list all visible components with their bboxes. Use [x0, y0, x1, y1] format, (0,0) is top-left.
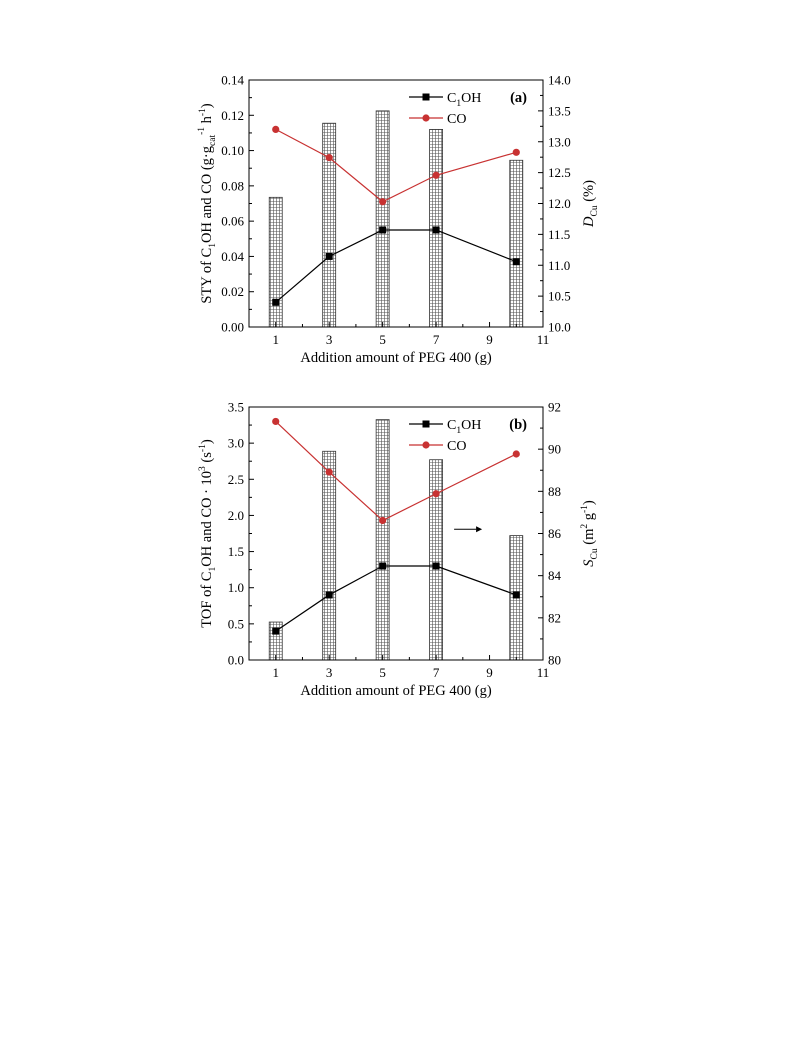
x-tick-label: 7 — [433, 332, 440, 347]
bar — [375, 110, 390, 328]
data-point — [379, 516, 387, 525]
x-tick-label: 1 — [272, 665, 279, 680]
x-tick-label: 3 — [326, 665, 333, 680]
data-point — [379, 198, 387, 206]
data-point — [432, 171, 440, 179]
x-tick-label: 11 — [537, 332, 550, 347]
y-tick-label: 1.0 — [228, 580, 244, 595]
series-line-co — [275, 128, 517, 203]
y-tick-label: 0.02 — [221, 284, 244, 299]
data-point — [272, 627, 280, 635]
data-point — [432, 562, 440, 570]
x-axis-label: Addition amount of PEG 400 (g) — [300, 683, 491, 699]
y2-tick-label: 11.0 — [548, 258, 570, 273]
y2-tick-label: 12.0 — [548, 196, 571, 211]
y-tick-label: 0.08 — [221, 178, 244, 193]
y2-tick-label: 92 — [548, 400, 561, 415]
data-point — [272, 417, 280, 426]
legend-marker — [422, 420, 430, 428]
panel-label: (a) — [510, 90, 527, 106]
legend-label: CO — [447, 439, 466, 454]
data-point — [272, 298, 280, 306]
y2-tick-label: 11.5 — [548, 227, 570, 242]
bar — [429, 459, 443, 661]
y-tick-label: 0.00 — [221, 320, 244, 335]
annotation-arrowhead — [476, 526, 483, 533]
y-tick-label: 0.12 — [221, 108, 244, 123]
x-axis-label: Addition amount of PEG 400 (g) — [300, 350, 491, 366]
chart-panel-b: 1 3 5 7 9 11 0.0 0.5 1.0 1.5 2.0 2.5 3.0 3.5 80 82 84 86 8… — [198, 400, 600, 700]
y2-axis-label: DCu (%) — [581, 180, 600, 228]
data-point — [325, 252, 333, 260]
y2-tick-label: 13.0 — [548, 134, 571, 149]
y2-axis-label: SCu (m2 g-1) — [580, 500, 600, 567]
series-line-co — [275, 421, 517, 522]
data-point — [512, 258, 520, 266]
series-line-c1oh — [275, 229, 517, 303]
x-tick-label: 7 — [433, 665, 440, 680]
y2-tick-label: 82 — [548, 610, 561, 625]
data-point — [325, 591, 333, 599]
y-tick-label: 0.04 — [221, 249, 244, 264]
y2-tick-label: 80 — [548, 653, 561, 668]
x-tick-label: 5 — [379, 665, 386, 680]
y-tick-label: 2.0 — [228, 508, 244, 523]
y2-tick-label: 10.5 — [548, 289, 571, 304]
x-tick-label: 3 — [326, 332, 333, 347]
data-point — [272, 125, 280, 133]
data-point — [512, 591, 520, 599]
plot-frame — [248, 406, 544, 661]
y2-tick-label: 13.5 — [548, 103, 571, 118]
x-tick-label: 1 — [272, 332, 279, 347]
panel-label: (b) — [509, 417, 527, 433]
legend-marker — [422, 441, 430, 449]
data-point — [512, 148, 520, 156]
legend-label: CO — [447, 112, 466, 127]
y-tick-label: 3.0 — [228, 436, 244, 451]
data-point — [432, 490, 440, 498]
data-point — [325, 468, 333, 476]
y2-tick-label: 90 — [548, 442, 561, 457]
y-tick-label: 1.5 — [228, 544, 244, 559]
y-tick-label: 0.14 — [221, 73, 244, 88]
y2-tick-label: 14.0 — [548, 73, 571, 88]
legend-marker — [422, 93, 430, 101]
y-tick-label: 2.5 — [228, 472, 244, 487]
y-axis-label: STY of C1OH and CO (g·gcat-1 h-1) — [197, 103, 218, 303]
y2-tick-label: 86 — [548, 526, 562, 541]
legend-label: C1OH — [447, 418, 481, 436]
bar — [322, 122, 337, 328]
y2-tick-label: 12.5 — [548, 165, 571, 180]
y-tick-label: 0.0 — [228, 653, 244, 668]
x-tick-label: 11 — [537, 665, 550, 680]
y-tick-label: 0.06 — [221, 214, 244, 229]
series-line-c1oh — [275, 565, 517, 632]
y2-tick-label: 84 — [548, 568, 562, 583]
x-tick-label: 9 — [486, 332, 493, 347]
bar — [322, 450, 337, 661]
y2-tick-label: 10.0 — [548, 320, 571, 335]
data-point — [512, 450, 520, 458]
bar — [268, 196, 283, 328]
plot-frame — [248, 79, 544, 328]
chart-panel-a: 1 3 5 7 9 11 0.00 0.02 0.04 0.06 0.08 0.10 0.12 0.14 1… — [197, 73, 600, 367]
bar — [375, 419, 390, 661]
x-tick-label: 5 — [379, 332, 386, 347]
bar — [509, 159, 524, 328]
data-point — [379, 226, 387, 234]
y2-tick-label: 88 — [548, 484, 561, 499]
data-point — [379, 562, 387, 570]
data-point — [432, 226, 440, 234]
y-tick-label: 0.10 — [221, 143, 244, 158]
y-tick-label: 0.5 — [228, 616, 244, 631]
x-tick-label: 9 — [486, 665, 493, 680]
legend-marker — [422, 114, 430, 122]
data-point — [325, 154, 333, 162]
y-tick-label: 3.5 — [228, 400, 244, 415]
legend-label: C1OH — [447, 91, 481, 109]
y-axis-label: TOF of C1OH and CO · 103 (s-1) — [198, 439, 218, 628]
